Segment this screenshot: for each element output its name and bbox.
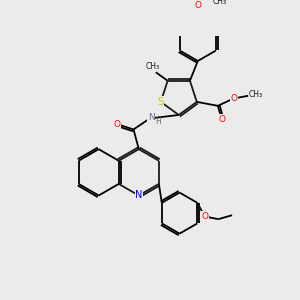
Text: O: O: [201, 212, 208, 221]
Text: O: O: [114, 120, 121, 129]
Text: N: N: [148, 112, 154, 122]
Text: H: H: [155, 117, 161, 126]
Text: S: S: [158, 97, 164, 107]
Text: CH₃: CH₃: [146, 62, 160, 71]
Text: O: O: [194, 1, 201, 10]
Text: N: N: [135, 190, 142, 200]
Text: O: O: [218, 115, 225, 124]
Text: CH₃: CH₃: [213, 0, 227, 6]
Text: CH₃: CH₃: [248, 90, 262, 99]
Text: O: O: [230, 94, 237, 103]
